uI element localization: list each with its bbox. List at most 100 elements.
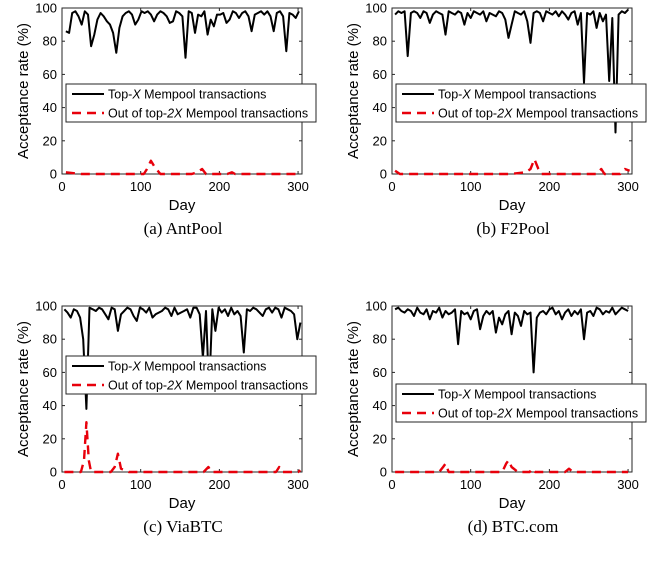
x-axis-label: Day: [499, 495, 526, 512]
subplot-1: 0 20 40 60 80 100 0 100 200 300 Day Acceptance rate…: [345, 1, 647, 238]
x-axis-label: Day: [169, 495, 196, 512]
legend-label-0: Top-X Mempool transactions: [108, 88, 266, 102]
x-tick-label: 0: [58, 179, 65, 194]
legend-label-0: Top-X Mempool transactions: [108, 360, 266, 374]
y-tick-label: 60: [43, 67, 57, 82]
y-tick-label: 80: [43, 34, 57, 49]
legend-text: Mempool transactions: [182, 107, 308, 121]
y-tick-label: 80: [373, 332, 387, 347]
series-line-0: [63, 306, 302, 410]
x-tick-label: 100: [130, 477, 152, 492]
y-tick-label: 20: [43, 133, 57, 148]
subplot-caption: (d) BTC.com: [468, 517, 559, 536]
subplot-caption: (a) AntPool: [144, 219, 223, 238]
y-tick-label: 40: [43, 100, 57, 115]
legend-text: Out of top-: [438, 407, 497, 421]
legend-label-0: Top-X Mempool transactions: [438, 388, 596, 402]
x-tick-label: 0: [388, 477, 395, 492]
legend-text: Mempool transactions: [471, 88, 597, 102]
legend-box: [65, 83, 317, 123]
y-tick-label: 0: [50, 465, 57, 480]
legend-text: Mempool transactions: [471, 388, 597, 402]
y-axis-label: Acceptance rate (%): [345, 321, 362, 457]
x-tick-label: 300: [287, 477, 309, 492]
series-line-1: [395, 459, 629, 474]
legend-variable: X: [461, 88, 471, 102]
legend-text: Mempool transactions: [512, 107, 638, 121]
y-tick-label: 80: [373, 34, 387, 49]
legend-label-1: Out of top-2X Mempool transactions: [438, 407, 638, 421]
y-axis-label: Acceptance rate (%): [345, 23, 362, 159]
x-tick-label: 300: [287, 179, 309, 194]
subplot-caption: (c) ViaBTC: [143, 517, 222, 536]
y-axis-label: Acceptance rate (%): [15, 321, 32, 457]
x-tick-label: 200: [209, 477, 231, 492]
legend-variable: X: [461, 388, 471, 402]
series-line-1: [65, 159, 299, 176]
x-tick-label: 300: [617, 477, 639, 492]
y-axis-label: Acceptance rate (%): [15, 23, 32, 159]
legend-text: Out of top-: [108, 379, 167, 393]
x-tick-label: 100: [130, 179, 152, 194]
x-tick-label: 200: [209, 179, 231, 194]
legend-text: Top-: [438, 388, 462, 402]
legend-text: Mempool transactions: [141, 360, 267, 374]
subplot-caption: (b) F2Pool: [476, 219, 549, 238]
legend-label-1: Out of top-2X Mempool transactions: [108, 379, 308, 393]
y-tick-label: 20: [373, 431, 387, 446]
x-tick-label: 300: [617, 179, 639, 194]
subplot-2: 0 20 40 60 80 100 0 100 200 300 Day Acceptance rate…: [15, 299, 317, 536]
legend-box: [395, 83, 647, 123]
y-tick-label: 20: [43, 431, 57, 446]
x-tick-label: 200: [539, 477, 561, 492]
series-line-0: [394, 306, 629, 374]
y-tick-label: 0: [50, 167, 57, 182]
legend-variable: X: [131, 360, 141, 374]
x-tick-label: 0: [388, 179, 395, 194]
y-tick-label: 60: [373, 365, 387, 380]
x-tick-label: 100: [460, 477, 482, 492]
legend-text: Top-: [108, 360, 132, 374]
series-line-1: [394, 157, 631, 176]
legend-text: Out of top-: [108, 107, 167, 121]
y-tick-label: 100: [35, 1, 57, 16]
legend-text: Top-: [108, 88, 132, 102]
legend-variable: 2X: [496, 407, 513, 421]
y-tick-label: 40: [373, 398, 387, 413]
y-tick-label: 60: [43, 365, 57, 380]
legend-text: Mempool transactions: [141, 88, 267, 102]
legend-label-1: Out of top-2X Mempool transactions: [438, 107, 638, 121]
y-tick-label: 60: [373, 67, 387, 82]
y-tick-label: 40: [373, 100, 387, 115]
y-tick-label: 0: [380, 167, 387, 182]
legend-variable: X: [131, 88, 141, 102]
y-tick-label: 100: [365, 299, 387, 314]
series-line-1: [64, 421, 302, 474]
legend-variable: 2X: [166, 107, 183, 121]
subplot-3: 0 20 40 60 80 100 0 100 200 300 Day Acceptance rate…: [345, 299, 647, 536]
legend-text: Out of top-: [438, 107, 497, 121]
legend-variable: 2X: [166, 379, 183, 393]
legend-text: Top-: [438, 88, 462, 102]
y-tick-label: 40: [43, 398, 57, 413]
legend-label-1: Out of top-2X Mempool transactions: [108, 107, 308, 121]
y-tick-label: 100: [365, 1, 387, 16]
y-tick-label: 20: [373, 133, 387, 148]
x-axis-label: Day: [169, 197, 196, 214]
subplot-0: 0 20 40 60 80 100 0 100 200 300 Day Acceptance rate…: [15, 1, 317, 238]
y-tick-label: 100: [35, 299, 57, 314]
legend-variable: 2X: [496, 107, 513, 121]
x-axis-label: Day: [499, 197, 526, 214]
x-tick-label: 0: [58, 477, 65, 492]
legend-label-0: Top-X Mempool transactions: [438, 88, 596, 102]
x-tick-label: 200: [539, 179, 561, 194]
y-tick-label: 0: [380, 465, 387, 480]
y-tick-label: 80: [43, 332, 57, 347]
legend-text: Mempool transactions: [512, 407, 638, 421]
legend-text: Mempool transactions: [182, 379, 308, 393]
